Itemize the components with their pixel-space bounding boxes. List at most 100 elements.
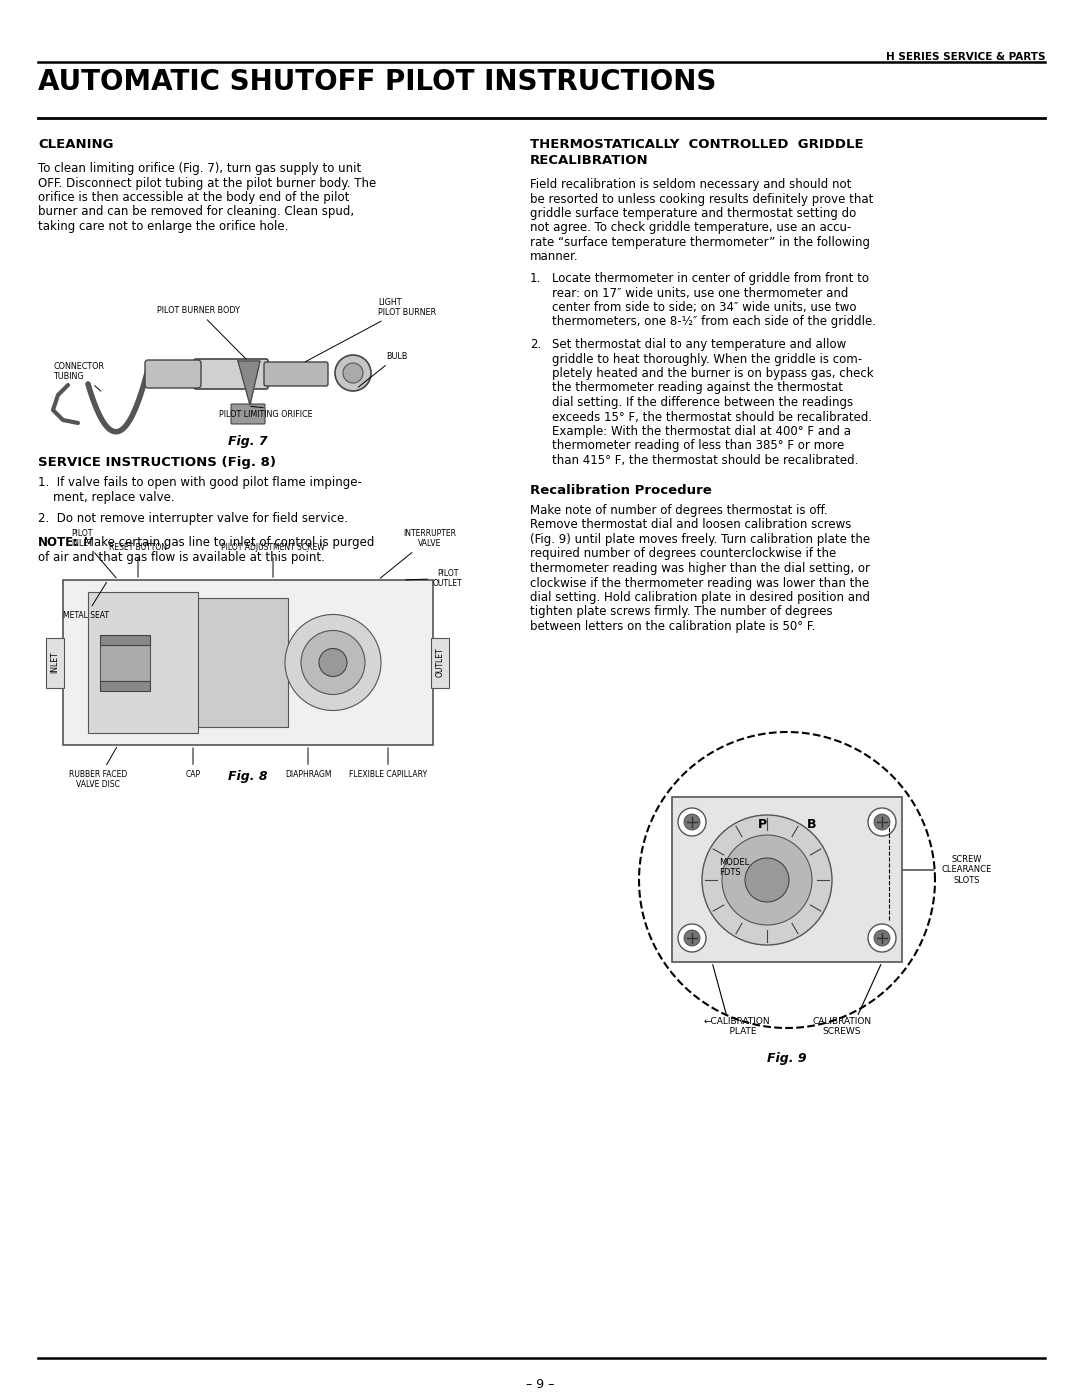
Text: PILOT BURNER BODY: PILOT BURNER BODY — [157, 306, 246, 359]
Circle shape — [868, 807, 896, 835]
Bar — [46, 637, 64, 687]
Circle shape — [702, 814, 832, 944]
Text: Remove thermostat dial and loosen calibration screws: Remove thermostat dial and loosen calibr… — [530, 518, 851, 531]
Text: Make note of number of degrees thermostat is off.: Make note of number of degrees thermosta… — [530, 504, 827, 517]
Text: griddle surface temperature and thermostat setting do: griddle surface temperature and thermost… — [530, 207, 856, 219]
Text: 2.  Do not remove interrupter valve for field service.: 2. Do not remove interrupter valve for f… — [38, 513, 348, 525]
Circle shape — [343, 363, 363, 383]
Text: Fig. 7: Fig. 7 — [228, 434, 268, 448]
Text: CAP: CAP — [186, 747, 201, 780]
Text: BULB: BULB — [359, 352, 407, 387]
Text: SERVICE INSTRUCTIONS (Fig. 8): SERVICE INSTRUCTIONS (Fig. 8) — [38, 455, 276, 469]
Text: PILOT
INLET: PILOT INLET — [71, 528, 117, 578]
Text: – 9 –: – 9 – — [526, 1377, 554, 1391]
Bar — [63, 580, 433, 745]
Text: AUTOMATIC SHUTOFF PILOT INSTRUCTIONS: AUTOMATIC SHUTOFF PILOT INSTRUCTIONS — [38, 68, 716, 96]
Polygon shape — [238, 360, 260, 405]
Bar — [100, 680, 150, 690]
Text: center from side to side; on 34″ wide units, use two: center from side to side; on 34″ wide un… — [552, 300, 856, 314]
Text: OFF. Disconnect pilot tubing at the pilot burner body. The: OFF. Disconnect pilot tubing at the pilo… — [38, 176, 376, 190]
Text: To clean limiting orifice (Fig. 7), turn gas supply to unit: To clean limiting orifice (Fig. 7), turn… — [38, 162, 361, 175]
Text: INLET: INLET — [51, 651, 59, 673]
Text: RUBBER FACED
VALVE DISC: RUBBER FACED VALVE DISC — [69, 747, 127, 789]
Text: H SERIES SERVICE & PARTS: H SERIES SERVICE & PARTS — [886, 52, 1045, 61]
FancyBboxPatch shape — [264, 362, 328, 386]
Text: of air and that gas flow is available at this point.: of air and that gas flow is available at… — [38, 550, 325, 563]
Circle shape — [301, 630, 365, 694]
Circle shape — [335, 355, 372, 391]
Bar — [431, 637, 449, 687]
Circle shape — [678, 807, 706, 835]
Circle shape — [745, 858, 789, 902]
Circle shape — [684, 814, 700, 830]
Circle shape — [684, 930, 700, 946]
Text: ment, replace valve.: ment, replace valve. — [38, 490, 175, 503]
Text: thermometer reading was higher than the dial setting, or: thermometer reading was higher than the … — [530, 562, 870, 576]
Text: burner and can be removed for cleaning. Clean spud,: burner and can be removed for cleaning. … — [38, 205, 354, 218]
Text: Recalibration Procedure: Recalibration Procedure — [530, 483, 712, 497]
Circle shape — [285, 615, 381, 711]
Text: Make certain gas line to inlet of control is purged: Make certain gas line to inlet of contro… — [80, 536, 375, 549]
Circle shape — [678, 923, 706, 951]
Text: NOTE:: NOTE: — [38, 536, 79, 549]
Bar — [100, 644, 150, 680]
Text: SCREW
CLEARANCE
SLOTS: SCREW CLEARANCE SLOTS — [942, 855, 993, 884]
Text: CONNECTOR
TUBING: CONNECTOR TUBING — [53, 362, 104, 391]
FancyBboxPatch shape — [145, 360, 201, 388]
Text: ←CALIBRATION
    PLATE: ←CALIBRATION PLATE — [704, 1017, 770, 1037]
Text: PILOT
OUTLET: PILOT OUTLET — [406, 569, 462, 588]
Circle shape — [868, 923, 896, 951]
Bar — [100, 634, 150, 644]
Text: LIGHT
PILOT BURNER: LIGHT PILOT BURNER — [306, 298, 436, 362]
Text: RESET BUTTON: RESET BUTTON — [109, 543, 167, 577]
Text: taking care not to enlarge the orifice hole.: taking care not to enlarge the orifice h… — [38, 219, 288, 233]
Text: Fig. 9: Fig. 9 — [767, 1052, 807, 1065]
Text: pletely heated and the burner is on bypass gas, check: pletely heated and the burner is on bypa… — [552, 367, 874, 380]
Text: Set thermostat dial to any temperature and allow: Set thermostat dial to any temperature a… — [552, 338, 847, 351]
Text: Fig. 8: Fig. 8 — [228, 770, 268, 782]
Text: 2.: 2. — [530, 338, 541, 351]
Text: Locate thermometer in center of griddle from front to: Locate thermometer in center of griddle … — [552, 272, 869, 285]
Text: griddle to heat thoroughly. When the griddle is com-: griddle to heat thoroughly. When the gri… — [552, 352, 862, 366]
Text: 1.  If valve fails to open with good pilot flame impinge-: 1. If valve fails to open with good pilo… — [38, 476, 362, 489]
Text: RECALIBRATION: RECALIBRATION — [530, 154, 649, 168]
Text: manner.: manner. — [530, 250, 579, 264]
Text: INTERRUPTER
VALVE: INTERRUPTER VALVE — [380, 528, 456, 578]
Text: 1.: 1. — [530, 272, 541, 285]
Text: PILOT LIMITING ORIFICE: PILOT LIMITING ORIFICE — [219, 409, 313, 419]
Text: THERMOSTATICALLY  CONTROLLED  GRIDDLE: THERMOSTATICALLY CONTROLLED GRIDDLE — [530, 138, 864, 151]
Circle shape — [874, 814, 890, 830]
Circle shape — [874, 930, 890, 946]
Text: dial setting. Hold calibration plate in desired position and: dial setting. Hold calibration plate in … — [530, 591, 870, 604]
Text: METAL SEAT: METAL SEAT — [63, 583, 109, 620]
Text: CLEANING: CLEANING — [38, 138, 113, 151]
Text: (Fig. 9) until plate moves freely. Turn calibration plate the: (Fig. 9) until plate moves freely. Turn … — [530, 534, 870, 546]
Text: the thermometer reading against the thermostat: the thermometer reading against the ther… — [552, 381, 843, 394]
FancyBboxPatch shape — [194, 359, 268, 388]
Bar — [198, 598, 288, 726]
Text: between letters on the calibration plate is 50° F.: between letters on the calibration plate… — [530, 620, 815, 633]
FancyBboxPatch shape — [231, 404, 265, 425]
Text: thermometer reading of less than 385° F or more: thermometer reading of less than 385° F … — [552, 440, 845, 453]
Text: OUTLET: OUTLET — [435, 648, 445, 678]
Text: clockwise if the thermometer reading was lower than the: clockwise if the thermometer reading was… — [530, 577, 869, 590]
Text: P: P — [757, 819, 767, 831]
Text: PILOT ADJUSTMENT SCREW: PILOT ADJUSTMENT SCREW — [221, 543, 325, 577]
Text: orifice is then accessible at the body end of the pilot: orifice is then accessible at the body e… — [38, 191, 349, 204]
Text: thermometers, one 8-½″ from each side of the griddle.: thermometers, one 8-½″ from each side of… — [552, 316, 876, 328]
Text: CALIBRATION
SCREWS: CALIBRATION SCREWS — [812, 1017, 872, 1037]
Text: rate “surface temperature thermometer” in the following: rate “surface temperature thermometer” i… — [530, 236, 870, 249]
Text: Field recalibration is seldom necessary and should not: Field recalibration is seldom necessary … — [530, 177, 851, 191]
Text: FLEXIBLE CAPILLARY: FLEXIBLE CAPILLARY — [349, 747, 427, 780]
Text: DIAPHRAGM: DIAPHRAGM — [285, 747, 332, 780]
Text: exceeds 15° F, the thermostat should be recalibrated.: exceeds 15° F, the thermostat should be … — [552, 411, 873, 423]
Text: rear: on 17″ wide units, use one thermometer and: rear: on 17″ wide units, use one thermom… — [552, 286, 849, 299]
Text: Example: With the thermostat dial at 400° F and a: Example: With the thermostat dial at 400… — [552, 425, 851, 439]
Circle shape — [319, 648, 347, 676]
Bar — [87, 592, 198, 733]
Text: be resorted to unless cooking results definitely prove that: be resorted to unless cooking results de… — [530, 193, 874, 205]
Bar — [672, 798, 902, 963]
Text: tighten plate screws firmly. The number of degrees: tighten plate screws firmly. The number … — [530, 605, 833, 619]
Text: B: B — [807, 819, 816, 831]
Circle shape — [723, 835, 812, 925]
